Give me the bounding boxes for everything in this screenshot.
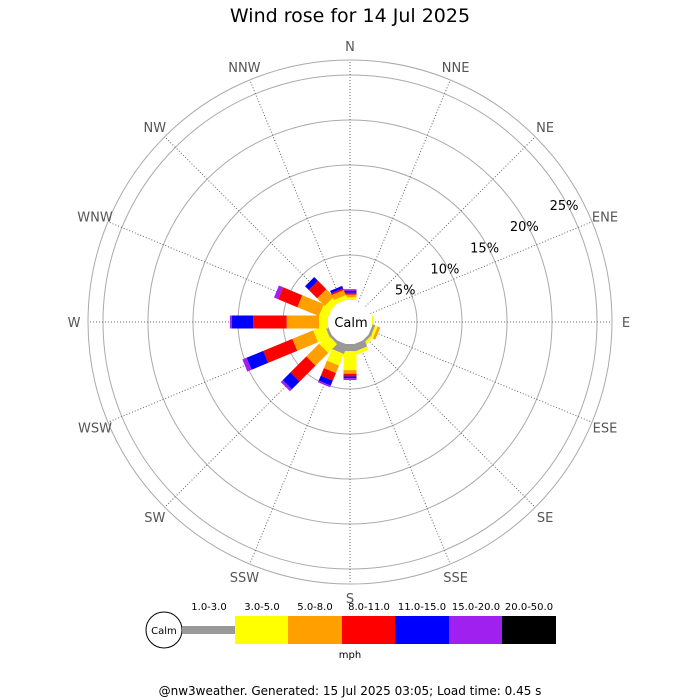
bar-n-11.0-15.0 xyxy=(343,291,357,293)
bar-sw-8.0-11.0 xyxy=(290,356,316,382)
calm-label: Calm xyxy=(334,316,367,331)
direction-label-w: W xyxy=(68,316,81,331)
bar-ese-5.0-8.0 xyxy=(372,326,381,340)
calm-circle xyxy=(328,300,372,344)
bar-wsw-11.0-15.0 xyxy=(246,350,269,370)
direction-label-ssw: SSW xyxy=(230,571,260,586)
bar-ssw-8.0-11.0 xyxy=(320,368,336,381)
bar-s-8.0-11.0 xyxy=(343,373,357,377)
legend-swatch-15.0-20.0 xyxy=(449,616,502,644)
bar-w-15.0-20.0 xyxy=(229,315,232,329)
bar-nnw-5.0-8.0 xyxy=(331,290,346,300)
bar-wsw-15.0-20.0 xyxy=(242,357,252,372)
bar-sse-3.0-5.0 xyxy=(355,346,369,355)
bar-s-3.0-5.0 xyxy=(343,351,357,371)
bar-nw-8.0-11.0 xyxy=(308,280,327,299)
bar-sw-5.0-8.0 xyxy=(306,343,329,366)
direction-label-ne: NE xyxy=(536,121,554,136)
calm-circle-group: Calm xyxy=(328,300,372,344)
legend: Calm mph 1.0-3.0 3.0-5.0 5.0-8.0 8.0-11.0 11… xyxy=(145,602,556,661)
spoke-ese xyxy=(370,329,593,423)
ring-outer xyxy=(87,59,613,585)
direction-label-ene: ENE xyxy=(592,210,618,225)
direction-label-nnw: NNW xyxy=(228,61,260,76)
bar-w-8.0-11.0 xyxy=(253,315,287,329)
legend-swatch-1.0-3.0 xyxy=(182,626,235,634)
bar-nnw-3.0-5.0 xyxy=(333,295,348,305)
direction-label-sse: SSE xyxy=(443,571,468,586)
bar-nw-11.0-15.0 xyxy=(305,277,318,290)
spoke-ne xyxy=(365,136,536,307)
direction-label-nw: NW xyxy=(144,121,167,136)
spoke-nne xyxy=(357,79,451,302)
direction-label-s: S xyxy=(346,592,354,607)
direction-label-e: E xyxy=(622,316,630,331)
bar-wsw-8.0-11.0 xyxy=(263,338,298,363)
spoke-ene xyxy=(370,221,593,315)
legend-label-5.0-8.0: 5.0-8.0 xyxy=(297,602,332,613)
legend-swatch-11.0-15.0 xyxy=(395,616,449,644)
direction-label-ese: ESE xyxy=(593,422,618,437)
legend-swatch-8.0-11.0 xyxy=(342,616,395,644)
legend-units: mph xyxy=(339,650,361,661)
legend-swatch-5.0-8.0 xyxy=(288,616,342,644)
direction-label-wsw: WSW xyxy=(78,422,112,437)
bar-s-15.0-20.0 xyxy=(343,378,357,380)
bar-s-11.0-15.0 xyxy=(343,376,357,379)
bar-ssw-15.0-20.0 xyxy=(318,380,331,388)
chart-title: Wind rose for 14 Jul 2025 xyxy=(229,5,471,27)
spoke-se xyxy=(365,337,536,508)
bar-ssw-3.0-5.0 xyxy=(327,349,344,366)
bar-wsw-5.0-8.0 xyxy=(292,330,318,351)
bar-ssw-11.0-15.0 xyxy=(318,375,333,386)
bar-n-15.0-20.0 xyxy=(343,289,357,291)
bar-s-5.0-8.0 xyxy=(343,370,357,374)
legend-calm-label: Calm xyxy=(151,626,177,637)
bar-nnw-11.0-15.0 xyxy=(330,285,344,294)
bar-wnw-5.0-8.0 xyxy=(297,295,324,317)
direction-label-nne: NNE xyxy=(442,61,470,76)
ring-label-15: 15% xyxy=(470,241,499,256)
legend-label-20.0-50.0: 20.0-50.0 xyxy=(505,602,553,613)
legend-swatch-3.0-5.0 xyxy=(235,616,288,644)
bar-wnw-8.0-11.0 xyxy=(278,287,303,308)
ring-label-20: 20% xyxy=(510,220,539,235)
ring-label-5: 5% xyxy=(395,284,416,299)
bar-w-5.0-8.0 xyxy=(286,315,319,329)
legend-label-8.0-11.0: 8.0-11.0 xyxy=(348,602,390,613)
spoke-nw xyxy=(164,136,335,307)
spoke-sse xyxy=(357,342,451,565)
direction-label-sw: SW xyxy=(144,511,165,526)
direction-label-se: SE xyxy=(537,511,553,526)
ring-label-25: 25% xyxy=(550,199,579,214)
bar-ssw-5.0-8.0 xyxy=(323,360,339,374)
legend-label-1.0-3.0: 1.0-3.0 xyxy=(191,602,226,613)
bar-w-11.0-15.0 xyxy=(231,315,254,329)
bar-nnw-8.0-11.0 xyxy=(331,288,344,295)
bar-sw-11.0-15.0 xyxy=(282,372,300,390)
bar-sw-15.0-20.0 xyxy=(280,380,292,392)
direction-label-wnw: WNW xyxy=(77,210,113,225)
spoke-nnw xyxy=(249,79,343,302)
legend-label-11.0-15.0: 11.0-15.0 xyxy=(398,602,446,613)
footer-text: @nw3weather. Generated: 15 Jul 2025 03:0… xyxy=(158,684,542,698)
bar-n-8.0-11.0 xyxy=(343,292,357,295)
direction-labels: N NNE NE ENE E ESE SE SSE S SSW SW WSW W WNW NW NNW xyxy=(68,40,631,607)
direction-label-n: N xyxy=(345,40,355,55)
ring-label-10: 10% xyxy=(430,262,459,277)
bar-wsw-3.0-5.0 xyxy=(313,325,330,343)
bar-n-5.0-8.0 xyxy=(343,294,357,298)
legend-swatch-20.0-50.0 xyxy=(502,616,556,644)
wind-bars xyxy=(229,277,381,392)
legend-label-3.0-5.0: 3.0-5.0 xyxy=(244,602,279,613)
ring-labels: 5% 10% 15% 20% 25% xyxy=(395,199,579,299)
bar-wnw-15.0-20.0 xyxy=(274,285,284,300)
bar-nw-5.0-8.0 xyxy=(317,289,334,306)
legend-label-15.0-20.0: 15.0-20.0 xyxy=(452,602,500,613)
